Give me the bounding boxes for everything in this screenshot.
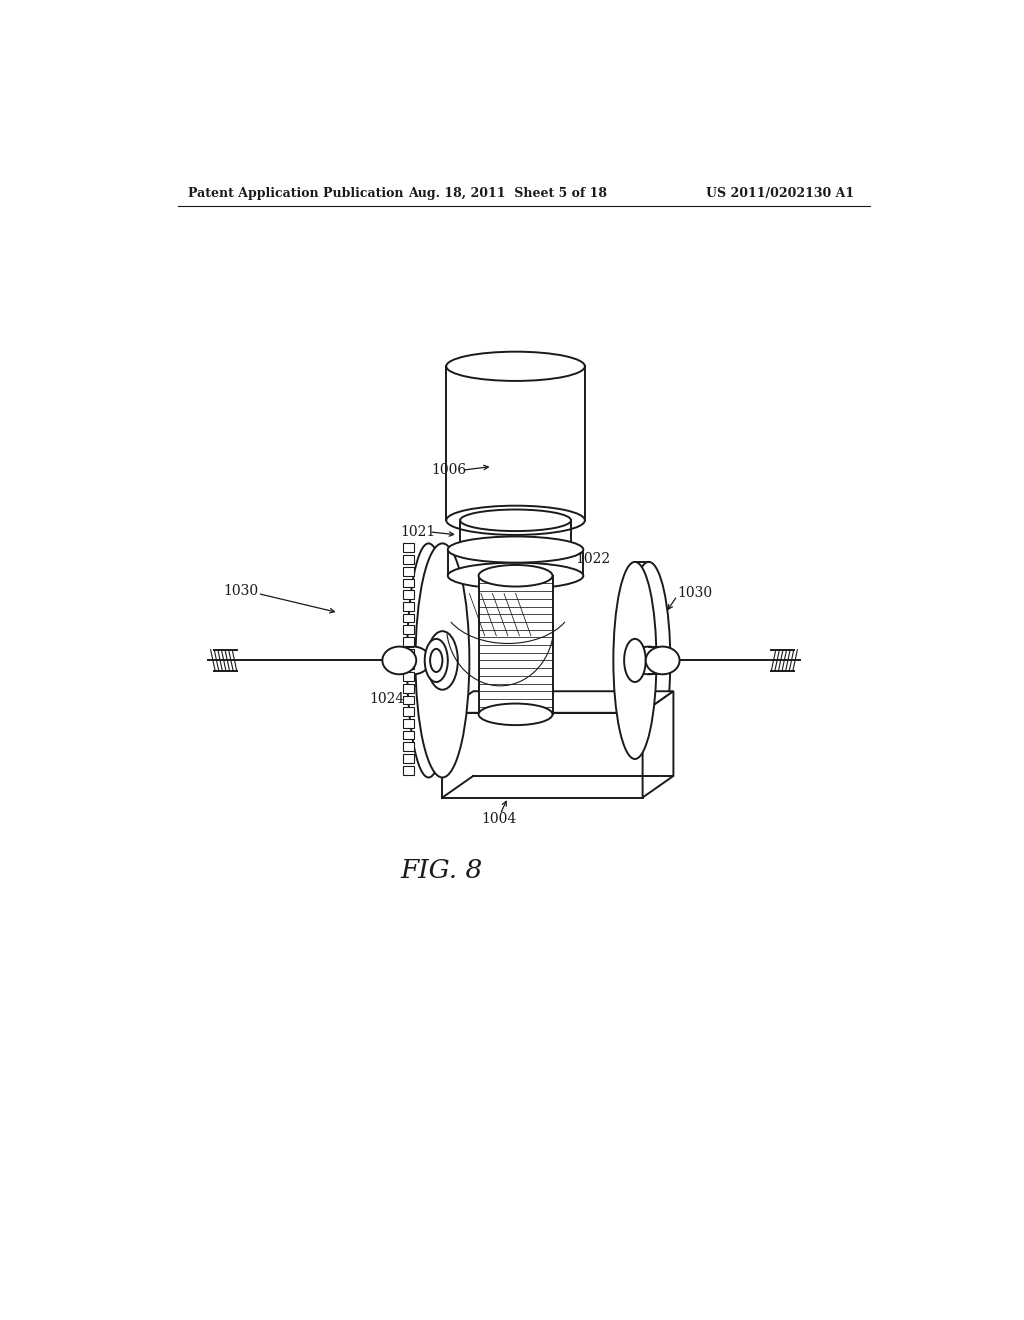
Ellipse shape <box>478 565 553 586</box>
Polygon shape <box>403 672 414 681</box>
Text: Patent Application Publication: Patent Application Publication <box>188 186 403 199</box>
Polygon shape <box>403 626 414 634</box>
Polygon shape <box>403 614 414 623</box>
Polygon shape <box>403 766 414 775</box>
Ellipse shape <box>407 544 451 777</box>
Text: 1021: 1021 <box>400 525 435 539</box>
Text: Aug. 18, 2011  Sheet 5 of 18: Aug. 18, 2011 Sheet 5 of 18 <box>409 186 607 199</box>
Ellipse shape <box>447 562 584 589</box>
Text: US 2011/0202130 A1: US 2011/0202130 A1 <box>707 186 854 199</box>
Ellipse shape <box>430 649 442 672</box>
Ellipse shape <box>382 647 416 675</box>
Polygon shape <box>442 692 674 713</box>
Ellipse shape <box>646 647 680 675</box>
Polygon shape <box>442 713 643 797</box>
Polygon shape <box>403 731 414 739</box>
Ellipse shape <box>628 562 671 759</box>
Text: FIG. 8: FIG. 8 <box>400 858 482 883</box>
Ellipse shape <box>447 536 584 562</box>
Ellipse shape <box>396 647 430 675</box>
Polygon shape <box>403 696 414 705</box>
Polygon shape <box>403 719 414 727</box>
Text: 1024: 1024 <box>370 692 404 706</box>
Polygon shape <box>478 576 553 714</box>
Polygon shape <box>403 638 414 645</box>
Polygon shape <box>403 708 414 715</box>
Ellipse shape <box>446 351 585 381</box>
Ellipse shape <box>478 704 553 725</box>
Text: 1006: 1006 <box>431 463 466 478</box>
Polygon shape <box>403 556 414 564</box>
Ellipse shape <box>416 544 469 777</box>
Polygon shape <box>403 578 414 587</box>
Polygon shape <box>403 660 414 669</box>
Text: 1004: 1004 <box>481 812 516 826</box>
Polygon shape <box>403 566 414 576</box>
Polygon shape <box>643 692 674 797</box>
Ellipse shape <box>632 647 666 675</box>
Ellipse shape <box>425 639 447 682</box>
Polygon shape <box>446 367 585 520</box>
Polygon shape <box>403 544 414 552</box>
Polygon shape <box>403 648 414 657</box>
Ellipse shape <box>460 510 571 531</box>
Text: 1022: 1022 <box>575 552 610 566</box>
Ellipse shape <box>446 506 585 535</box>
Ellipse shape <box>625 639 646 682</box>
Polygon shape <box>460 520 571 549</box>
Text: 1030: 1030 <box>223 585 258 598</box>
Ellipse shape <box>427 631 458 689</box>
Ellipse shape <box>460 539 571 561</box>
Polygon shape <box>403 742 414 751</box>
Ellipse shape <box>613 562 656 759</box>
Polygon shape <box>403 602 414 611</box>
Polygon shape <box>447 549 584 576</box>
Polygon shape <box>403 590 414 599</box>
Text: 1030: 1030 <box>677 586 713 601</box>
Polygon shape <box>403 684 414 693</box>
Polygon shape <box>403 754 414 763</box>
Ellipse shape <box>421 556 452 766</box>
